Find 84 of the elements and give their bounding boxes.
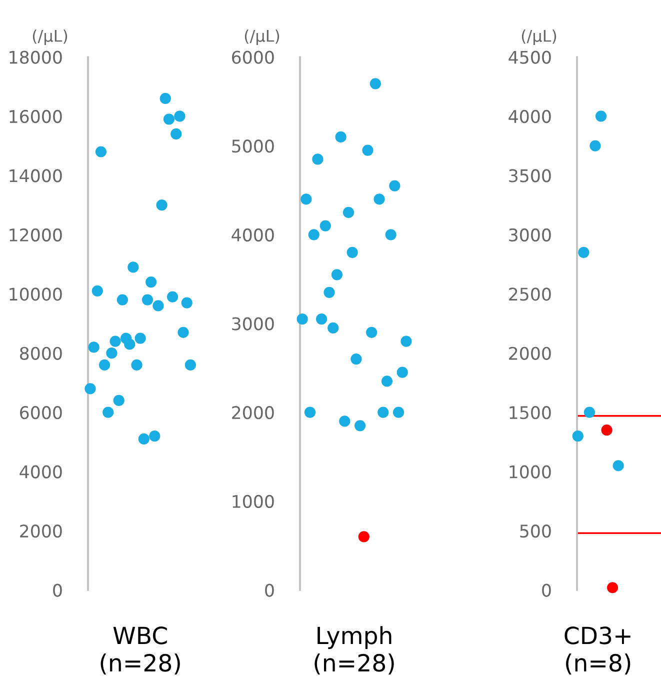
- y-tick-label: 5000: [232, 140, 274, 153]
- point: [358, 531, 370, 542]
- x-tick-label: WBC (n=28): [100, 626, 180, 674]
- point: [595, 110, 607, 122]
- point: [166, 291, 178, 302]
- y-tick-label: 2500: [509, 288, 551, 301]
- point: [84, 383, 96, 394]
- y-tick-label: 3000: [509, 228, 551, 242]
- x-tick-label: Lymph (n=28): [314, 626, 394, 674]
- y-tick-label: 2000: [232, 406, 274, 420]
- y-tick-label: 0: [265, 584, 274, 597]
- point: [400, 336, 412, 347]
- point: [181, 297, 192, 308]
- point: [392, 406, 404, 418]
- point: [128, 262, 139, 273]
- y-tick-label: 1000: [232, 494, 274, 508]
- point: [113, 394, 124, 406]
- y-tick-label: 18000: [10, 50, 62, 64]
- y-tick-label: 12000: [10, 228, 62, 242]
- point: [339, 416, 350, 427]
- point: [152, 300, 164, 312]
- point: [92, 285, 103, 296]
- point: [578, 246, 590, 258]
- point: [320, 220, 331, 232]
- point: [328, 322, 339, 334]
- point: [106, 348, 118, 359]
- point: [584, 406, 596, 418]
- y-tick-label: 0: [53, 584, 62, 597]
- point: [366, 326, 378, 338]
- point: [601, 424, 612, 436]
- y-tick-label: 4000: [20, 465, 62, 478]
- y-tick-label: 4000: [508, 110, 551, 124]
- point: [156, 200, 168, 211]
- y-tick-label: 8000: [20, 346, 62, 360]
- point: [331, 269, 343, 280]
- y-tick-label: 1000: [510, 465, 551, 478]
- y-tick-label: 6000: [232, 50, 274, 64]
- y-tick-label: 2000: [509, 346, 551, 360]
- point: [110, 336, 121, 347]
- point: [381, 376, 393, 387]
- point: [146, 276, 157, 288]
- point: [95, 146, 107, 158]
- point: [102, 406, 114, 418]
- y-axis-title: (/μL): [32, 30, 68, 45]
- point: [342, 206, 354, 218]
- point: [138, 433, 150, 445]
- point: [178, 326, 189, 338]
- point: [389, 180, 400, 192]
- point: [312, 154, 324, 165]
- y-tick-label: 16000: [10, 110, 62, 124]
- y-tick-label: 2000: [20, 524, 62, 538]
- y-tick-label: 4000: [232, 228, 274, 242]
- point: [160, 92, 171, 104]
- point: [88, 342, 100, 353]
- y-tick-label: 10000: [10, 288, 62, 301]
- point: [124, 338, 136, 350]
- y-tick-label: 3000: [232, 317, 274, 330]
- point: [170, 128, 182, 140]
- point: [590, 140, 601, 152]
- point: [572, 430, 584, 442]
- y-tick-label: 1500: [510, 406, 551, 420]
- y-tick-label: 0: [542, 584, 551, 597]
- y-tick-label: 14000: [10, 169, 62, 182]
- point: [174, 110, 186, 122]
- point: [612, 460, 624, 472]
- y-tick-label: 500: [520, 524, 551, 538]
- y-axis-title: (/μL): [244, 30, 280, 45]
- y-tick-label: 3500: [509, 169, 551, 182]
- point: [370, 78, 381, 90]
- point: [354, 420, 366, 432]
- point: [350, 353, 362, 365]
- y-tick-label: 4500: [508, 50, 551, 64]
- point: [362, 144, 374, 156]
- point: [163, 114, 175, 125]
- point: [324, 286, 335, 298]
- point: [346, 246, 358, 258]
- y-axis-title: (/μL): [522, 30, 556, 45]
- point: [149, 430, 160, 442]
- point: [184, 359, 196, 371]
- x-tick-label: CD3+ (n=8): [564, 626, 630, 674]
- point: [396, 366, 408, 378]
- point: [335, 131, 346, 143]
- point: [606, 582, 618, 594]
- y-tick-label: 6000: [20, 406, 62, 420]
